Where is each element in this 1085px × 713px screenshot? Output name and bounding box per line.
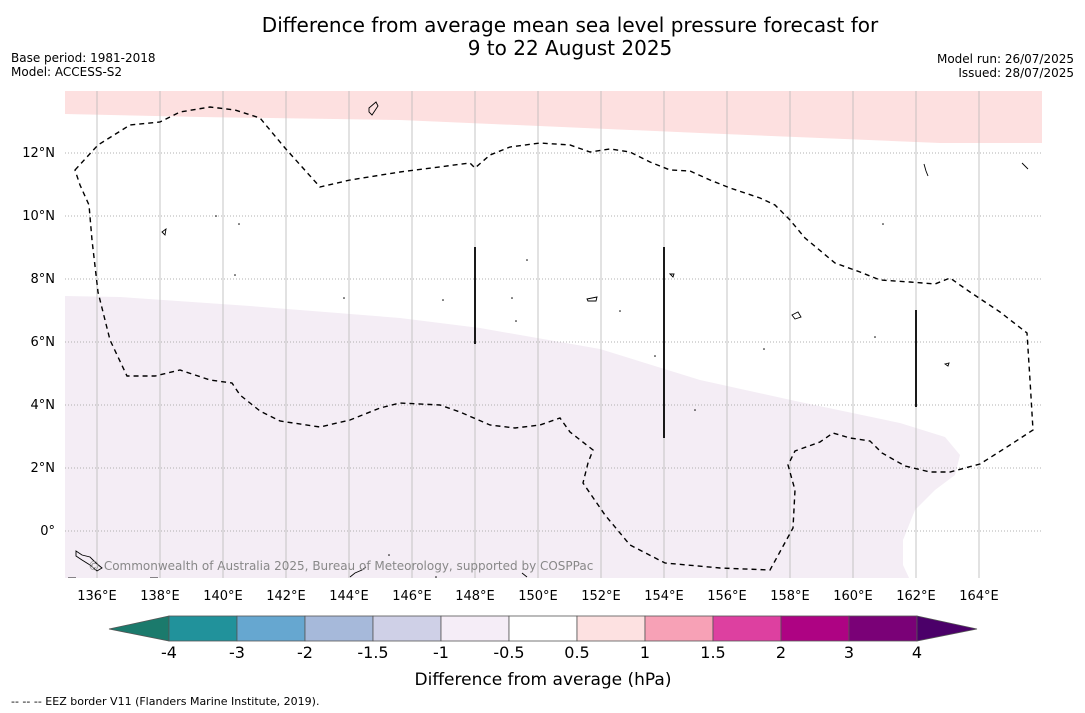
colorbar-tick: 3 [844,643,854,662]
lon-label-148e: 148°E [455,589,495,604]
title-line-2: 9 to 22 August 2025 [467,36,673,60]
colorbar-tick: -1 [433,643,449,662]
colorbar-bins [168,615,918,642]
colorbar-bin [712,615,782,642]
lon-label-152e: 152°E [581,589,621,604]
lon-label-144e: 144°E [329,589,369,604]
colorbar-max-extension [916,615,978,642]
positive-anomaly-band [65,91,1042,143]
lat-label-4n: 4°N [31,398,56,413]
copyright-text: © Commonwealth of Australia 2025, Bureau… [88,559,593,573]
lon-label-160e: 160°E [833,589,873,604]
colorbar-bin [780,615,850,642]
colorbar-tick: -1.5 [357,643,388,662]
colorbar-bin [372,615,442,642]
map-area: © Commonwealth of Australia 2025, Bureau… [65,91,1042,578]
colorbar-bin [508,615,578,642]
eez-border [74,106,1034,571]
colorbar-tick: -0.5 [493,643,524,662]
colorbar-bin [848,615,918,642]
lon-label-140e: 140°E [203,589,243,604]
meta-right: Model run: 26/07/2025 Issued: 28/07/2025 [937,52,1074,80]
colorbar-tick: 0.5 [564,643,589,662]
colorbar-label: Difference from average (hPa) [415,670,672,690]
lon-label-158e: 158°E [770,589,810,604]
lon-label-162e: 162°E [896,589,936,604]
graticule [65,91,1042,578]
colorbar-bin [576,615,646,642]
lon-label-150e: 150°E [518,589,558,604]
lon-label-138e: 138°E [140,589,180,604]
meta-left: Base period: 1981-2018 Model: ACCESS-S2 [11,51,156,79]
colorbar-bin [304,615,374,642]
base-period-text: Base period: 1981-2018 [11,51,156,65]
lat-label-8n: 8°N [31,272,56,287]
lat-label-10n: 10°N [22,209,55,224]
colorbar: -4 -3 -2 -1.5 -1 -0.5 0.5 1 1.5 2 3 4 Di… [108,615,978,690]
latitude-labels: 12°N 10°N 8°N 6°N 4°N 2°N 0° [22,146,55,539]
tiny-atoll-dots [215,215,884,578]
lat-label-6n: 6°N [31,335,56,350]
colorbar-bin [440,615,510,642]
colorbar-tick: -2 [297,643,313,662]
colorbar-bin [644,615,714,642]
lon-label-164e: 164°E [959,589,999,604]
lon-label-146e: 146°E [392,589,432,604]
colorbar-bin [168,615,238,642]
model-run-text: Model run: 26/07/2025 [936,52,1074,66]
lon-label-142e: 142°E [266,589,306,604]
island-outlines [68,101,1029,578]
issued-text: Issued: 28/07/2025 [958,66,1074,80]
colorbar-min-extension [108,615,170,642]
colorbar-tick: 1.5 [700,643,725,662]
map-title: Difference from average mean sea level p… [0,14,1085,60]
colorbar-tick: 1 [640,643,650,662]
colorbar-tick: -3 [229,643,245,662]
colorbar-tick: 4 [912,643,922,662]
negative-anomaly-region [65,296,960,578]
lon-label-154e: 154°E [644,589,684,604]
title-line-1: Difference from average mean sea level p… [261,13,879,37]
colorbar-ticks: -4 -3 -2 -1.5 -1 -0.5 0.5 1 1.5 2 3 4 [161,643,922,662]
colorbar-tick: 2 [776,643,786,662]
colorbar-tick: -4 [161,643,177,662]
lat-label-2n: 2°N [31,461,56,476]
model-text: Model: ACCESS-S2 [11,65,123,79]
lat-label-12n: 12°N [22,146,55,161]
longitude-labels: 136°E 138°E 140°E 142°E 144°E 146°E 148°… [77,589,999,604]
lon-label-136e: 136°E [77,589,117,604]
colorbar-bin [236,615,306,642]
lat-label-0: 0° [40,524,55,539]
lon-label-156e: 156°E [707,589,747,604]
eez-legend-note: -- -- -- EEZ border V11 (Flanders Marine… [11,695,320,708]
